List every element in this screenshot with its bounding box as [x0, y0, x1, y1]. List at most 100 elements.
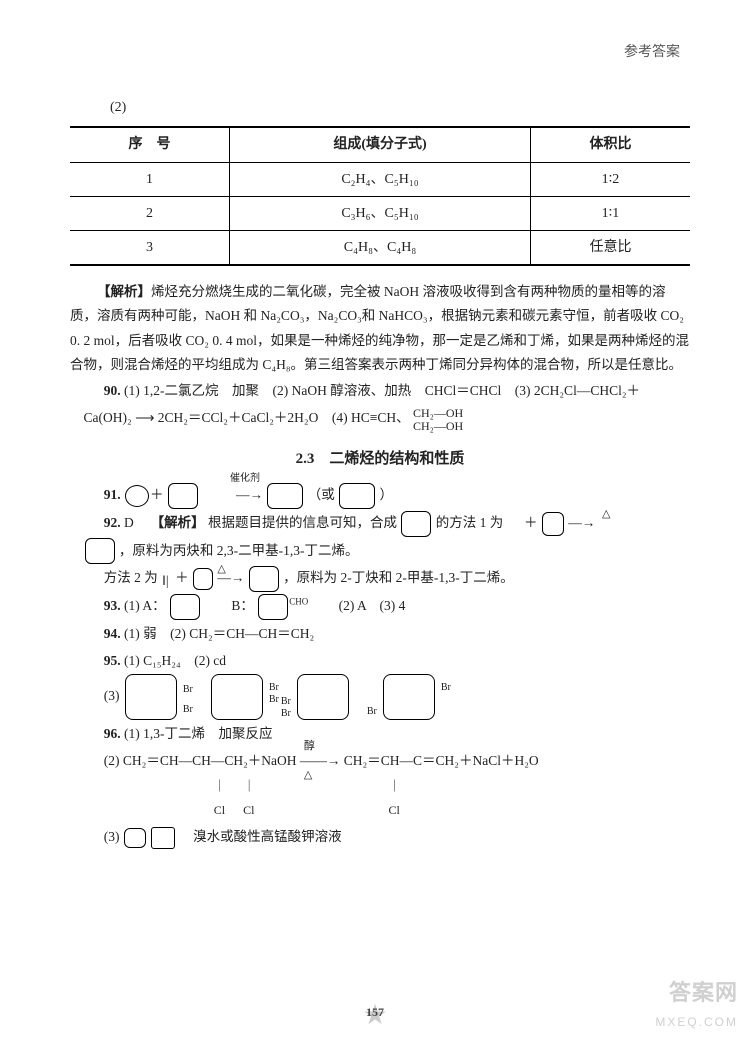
table-cell: C₄H₈、C₄H₈ — [230, 230, 531, 265]
table-cell: 1 — [70, 162, 230, 196]
plus: ＋ — [524, 515, 538, 530]
cho-cyclohexene-icon — [258, 594, 288, 620]
analysis-label: 【解析】 — [97, 284, 151, 299]
watermark-line1: 答案网 — [655, 973, 738, 1013]
q92-line3: 方法 2 为 ‖|＋ —△→ ，原料为 2-丁炔和 2-甲基-1,3-丁二烯。 — [70, 564, 690, 592]
q90-num: 90. — [104, 383, 121, 398]
table-cell: C₂H₄、C₅H₁₀ — [230, 162, 531, 196]
br-label: Br — [441, 678, 451, 698]
q96-p1: (1) 1,3-丁二烯 加聚反应 — [124, 726, 273, 741]
reagent-label: 醇 — [304, 735, 315, 757]
q95-p3: (3) — [104, 688, 120, 703]
alt-open: （或 — [308, 487, 335, 502]
q93-b: B： — [231, 598, 254, 613]
watermark-line2: MXEQ.COM — [655, 1012, 738, 1034]
watermark: 答案网 MXEQ.COM — [655, 973, 738, 1034]
q90: 90. (1) 1,2-二氯乙烷 加聚 (2) NaOH 醇溶液、加热 CHCl… — [70, 377, 690, 404]
diene2-icon — [542, 512, 564, 536]
q92-t5: ，原料为 2-丁炔和 2-甲基-1,3-丁二烯。 — [283, 570, 514, 585]
heat-icon: △ — [568, 503, 610, 525]
isomer3-icon — [297, 674, 349, 720]
diol-top: CH₂—OH — [413, 407, 463, 419]
reagent-label: 催化剂 — [196, 469, 260, 489]
q92: 92. D 【解析】 根据题目提供的信息可知，合成 的方法 1 为 ‖| ＋ —… — [70, 509, 690, 537]
q92-ans: D — [124, 515, 134, 530]
q95: 95. (1) C₁₅H₂₄ (2) cd — [70, 647, 690, 674]
heat-icon: △ — [304, 764, 312, 786]
page-header: 参考答案 — [70, 40, 690, 65]
q95-num: 95. — [104, 653, 121, 668]
q90-line2: Ca(OH)₂ ⟶ 2CH₂＝CCl₂＋CaCl₂＋2H₂O (4) HC≡CH… — [70, 404, 690, 431]
q96: 96. (1) 1,3-丁二烯 加聚反应 — [70, 720, 690, 747]
q96-num: 96. — [104, 726, 121, 741]
th-ratio: 体积比 — [530, 127, 690, 162]
br-label: Br — [183, 680, 193, 700]
cl-label: Cl — [214, 803, 225, 817]
br-label: Br — [183, 700, 193, 720]
section-2-3: 2.3 二烯烃的结构和性质 — [70, 446, 690, 473]
q95-row: (3) BrBr BrBr BrBr BrBr — [70, 674, 690, 720]
page-number-text: 157 — [366, 1002, 384, 1024]
q96-eq: (2) CH₂＝CH—CH—CH₂＋NaOH 醇 ——→ △ CH₂＝CH—C＝… — [70, 747, 690, 823]
br-label: Br — [367, 702, 377, 722]
furan-icon — [125, 485, 149, 507]
q90-part-a: (1) 1,2-二氯乙烷 加聚 (2) NaOH 醇溶液、加热 CHCl＝CHC… — [124, 383, 640, 398]
diene-icon — [168, 483, 198, 509]
product-alt-icon — [339, 483, 375, 509]
isomer1-icon — [125, 674, 177, 720]
q92-t4: 方法 2 为 — [104, 570, 158, 585]
table-cell: C₃H₆、C₅H₁₀ — [230, 196, 531, 230]
q92-num: 92. — [104, 515, 121, 530]
cho-label: CHO — [289, 597, 308, 607]
q92-t2: 的方法 1 为 — [436, 515, 504, 530]
th-seq: 序 号 — [70, 127, 230, 162]
isomer2-icon — [211, 674, 263, 720]
br-label: Br — [281, 704, 291, 724]
q93-p2: (2) A (3) 4 — [339, 598, 406, 613]
q94-text: (1) 弱 (2) CH₂＝CH—CH＝CH₂ — [124, 626, 314, 641]
product2-icon — [85, 538, 115, 564]
q96-p3-text: 溴水或酸性高锰酸钾溶液 — [193, 829, 342, 844]
q-part-label: (2) — [110, 95, 690, 120]
q93-a: (1) A： — [124, 598, 166, 613]
cl-label: Cl — [243, 803, 254, 817]
heat-icon: △ — [217, 558, 225, 580]
table-cell: 3 — [70, 230, 230, 265]
diene3-icon — [193, 568, 213, 590]
th-formula: 组成(填分子式) — [230, 127, 531, 162]
alt-close: ） — [380, 487, 394, 502]
page-number: ★ 157 — [0, 1002, 750, 1030]
q96-p2b: CH₂＝CH—C＝CH₂＋NaCl＋H₂O — [344, 753, 539, 768]
table-cell: 任意比 — [530, 230, 690, 265]
product3-icon — [249, 566, 279, 592]
vinyl-cyclohexene-icon — [170, 594, 200, 620]
q92-line2: ，原料为丙炔和 2,3-二甲基-1,3-丁二烯。 — [70, 537, 690, 565]
q94: 94. (1) 弱 (2) CH₂＝CH—CH＝CH₂ — [70, 620, 690, 647]
q94-num: 94. — [104, 626, 121, 641]
q90-part-b: Ca(OH)₂ ⟶ 2CH₂＝CCl₂＋CaCl₂＋2H₂O (4) HC≡CH… — [84, 410, 410, 425]
table-cell: 2 — [70, 196, 230, 230]
q92-t1: 根据题目提供的信息可知，合成 — [208, 515, 397, 530]
q92-t3: ，原料为丙炔和 2,3-二甲基-1,3-丁二烯。 — [119, 543, 359, 558]
br-label: Br — [269, 690, 279, 710]
q93: 93. (1) A： B： CHO (2) A (3) 4 — [70, 592, 690, 620]
isomer4-icon — [383, 674, 435, 720]
table-cell: 1∶2 — [530, 162, 690, 196]
product-icon — [267, 483, 303, 509]
answer-table: 序 号 组成(填分子式) 体积比 1 C₂H₄、C₅H₁₀ 1∶2 2 C₃H₆… — [70, 126, 690, 266]
alkyne2-icon: ‖| — [162, 567, 174, 591]
table-cell: 1∶1 — [530, 196, 690, 230]
target-structure-icon — [401, 511, 431, 537]
q91-num: 91. — [104, 487, 121, 502]
diol-bot: CH₂—OH — [413, 420, 463, 432]
q96-p3-label: (3) — [104, 829, 120, 844]
q95-p1: (1) C₁₅H₂₄ (2) cd — [124, 653, 226, 668]
q96-p2: (2) CH₂＝CH—CH—CH₂＋NaOH — [104, 753, 297, 768]
cyclooctatetraene-icon — [151, 827, 175, 849]
analysis-text: 烯烃充分燃烧生成的二氧化碳，完全被 NaOH 溶液吸收得到含有两种物质的量相等的… — [70, 284, 689, 372]
alkyne-icon: ‖| — [508, 512, 520, 536]
q92-label: 【解析】 — [151, 515, 205, 530]
benzene-icon — [124, 828, 146, 848]
cl-label: Cl — [389, 803, 400, 817]
q93-num: 93. — [104, 598, 121, 613]
